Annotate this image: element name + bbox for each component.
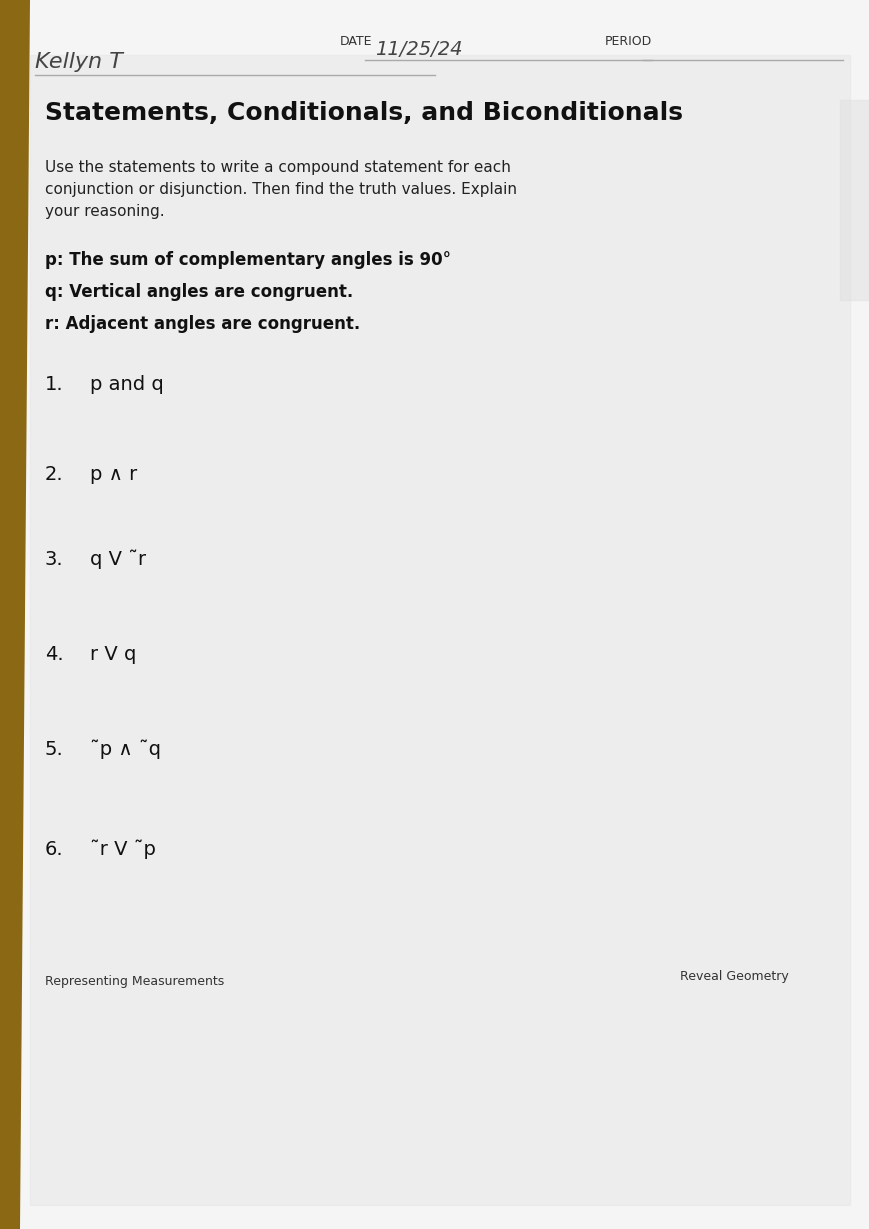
Text: p: The sum of complementary angles is 90°: p: The sum of complementary angles is 90… bbox=[45, 251, 451, 269]
Text: 4.: 4. bbox=[45, 645, 63, 664]
Text: 11/25/24: 11/25/24 bbox=[375, 41, 462, 59]
Text: p and q: p and q bbox=[90, 375, 163, 395]
Text: DATE: DATE bbox=[340, 34, 373, 48]
Text: Kellyn T: Kellyn T bbox=[35, 52, 123, 73]
Text: 5.: 5. bbox=[45, 740, 63, 760]
Text: 6.: 6. bbox=[45, 839, 63, 859]
Text: Reveal Geometry: Reveal Geometry bbox=[680, 970, 789, 983]
Text: Use the statements to write a compound statement for each
conjunction or disjunc: Use the statements to write a compound s… bbox=[45, 160, 517, 220]
Bar bbox=[840, 100, 869, 300]
Text: q V ˜r: q V ˜r bbox=[90, 549, 146, 569]
Text: 1.: 1. bbox=[45, 375, 63, 395]
Polygon shape bbox=[20, 0, 869, 1229]
Text: r V q: r V q bbox=[90, 645, 136, 664]
Text: ˜p ∧ ˜q: ˜p ∧ ˜q bbox=[90, 740, 161, 760]
Text: r: Adjacent angles are congruent.: r: Adjacent angles are congruent. bbox=[45, 315, 361, 333]
Text: ˜r V ˜p: ˜r V ˜p bbox=[90, 839, 156, 859]
Text: Representing Measurements: Representing Measurements bbox=[45, 975, 224, 988]
Text: q: Vertical angles are congruent.: q: Vertical angles are congruent. bbox=[45, 283, 354, 301]
Text: PERIOD: PERIOD bbox=[605, 34, 653, 48]
Text: 2.: 2. bbox=[45, 465, 63, 484]
Text: 3.: 3. bbox=[45, 551, 63, 569]
Text: Statements, Conditionals, and Biconditionals: Statements, Conditionals, and Biconditio… bbox=[45, 101, 683, 125]
Text: p ∧ r: p ∧ r bbox=[90, 465, 137, 484]
